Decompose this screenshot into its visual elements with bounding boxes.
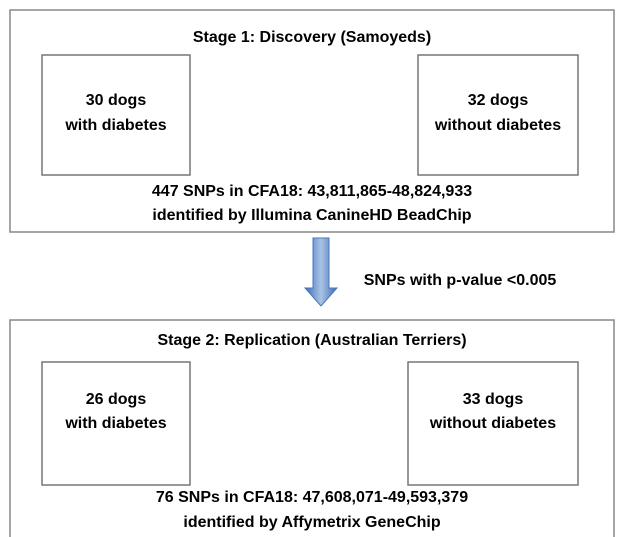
group-label: 30 dogs bbox=[86, 92, 147, 109]
arrow-label: SNPs with p-value <0.005 bbox=[364, 272, 557, 289]
result-text: identified by Affymetrix GeneChip bbox=[183, 514, 440, 531]
result-text: 447 SNPs in CFA18: 43,811,865-48,824,933 bbox=[152, 183, 472, 200]
group-label: 33 dogs bbox=[463, 391, 524, 408]
group-label: with diabetes bbox=[64, 117, 166, 134]
group-box bbox=[417, 54, 579, 176]
stage-title: Stage 1: Discovery (Samoyeds) bbox=[193, 29, 431, 46]
group-box bbox=[407, 361, 579, 486]
result-text: 76 SNPs in CFA18: 47,608,071-49,593,379 bbox=[156, 489, 468, 506]
result-text: identified by Illumina CanineHD BeadChip bbox=[152, 207, 471, 224]
group-label: without diabetes bbox=[434, 117, 561, 134]
flow-arrow bbox=[303, 237, 339, 307]
group-box bbox=[41, 54, 191, 176]
stage-title: Stage 2: Replication (Australian Terrier… bbox=[157, 332, 466, 349]
group-box bbox=[41, 361, 191, 486]
group-label: with diabetes bbox=[64, 415, 166, 432]
group-label: without diabetes bbox=[429, 415, 556, 432]
group-label: 26 dogs bbox=[86, 391, 147, 408]
group-label: 32 dogs bbox=[468, 92, 529, 109]
